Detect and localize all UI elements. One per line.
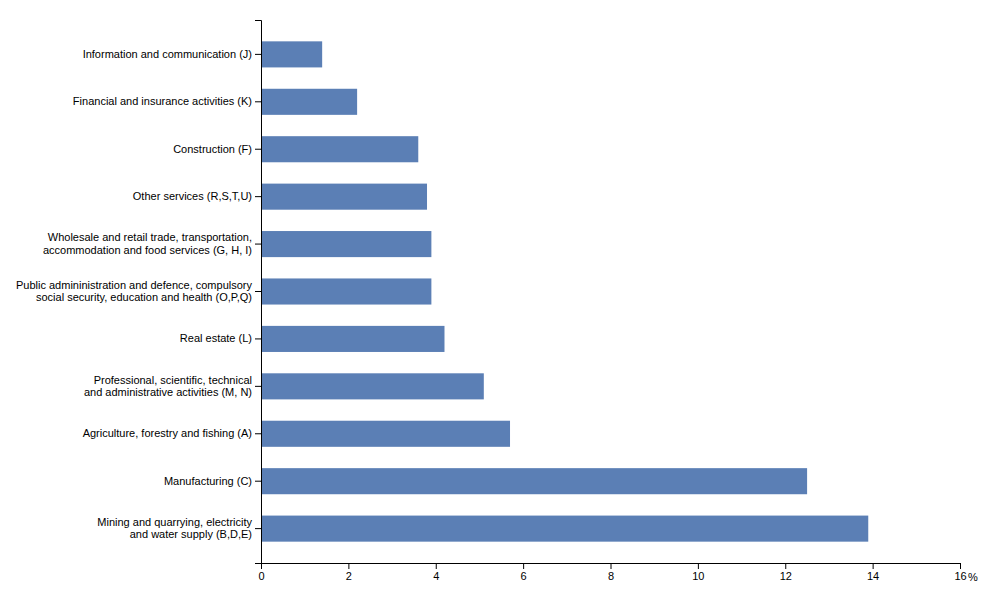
x-tick-mark [698,563,699,569]
y-tick-mark [255,291,261,292]
y-tick-label-line: Information and communication (J) [83,48,252,60]
bar [261,41,322,67]
x-tick-label: 6 [521,570,527,582]
bar [261,468,807,494]
y-tick-label: Mining and quarrying, electricityand wat… [97,516,252,541]
plot: 0 2 4 6 8 10 12 14 16 Mining and quarrying, elect… [16,21,978,584]
y-tick: Mining and quarrying, electricityand wat… [97,516,261,541]
y-tick-label-line: and administrative activities (M, N) [84,386,252,398]
y-tick-label-line: Construction (F) [173,143,252,155]
x-tick: 14 [867,563,879,582]
x-tick-label: 10 [692,570,704,582]
y-tick-mark [255,338,261,339]
bar [261,89,357,115]
y-tick-label-line: accommodation and food services (G, H, I… [43,244,252,256]
y-tick-mark [255,481,261,482]
bars [261,41,868,541]
y-tick-mark [255,196,261,197]
x-tick-label: 16 [954,570,966,582]
x-tick-mark [436,563,437,569]
y-axis-line [255,21,262,564]
x-tick-mark [348,563,349,569]
y-tick-label: Information and communication (J) [83,48,252,60]
y-tick: Public admininistration and defence, com… [16,279,261,304]
y-tick-label-line: Financial and insurance activities (K) [73,95,252,107]
y-tick: Information and communication (J) [83,48,261,60]
y-tick-label: Financial and insurance activities (K) [73,95,252,107]
y-tick-mark [255,386,261,387]
x-axis-line [262,564,961,570]
chart: 0 2 4 6 8 10 12 14 16 Mining and quarrying, elect… [0,0,1000,608]
bar [261,516,868,542]
x-axis: 0 2 4 6 8 10 12 14 16 [258,563,966,582]
y-tick-label-line: Mining and quarrying, electricity [97,516,252,528]
y-tick-mark [255,433,261,434]
y-axis: Mining and quarrying, electricityand wat… [16,21,262,564]
y-tick-label-line: Public admininistration and defence, com… [16,279,253,291]
y-tick-label: Construction (F) [173,143,252,155]
x-tick: 0 [258,563,264,582]
bar [261,278,431,304]
y-tick-label: Public admininistration and defence, com… [16,279,253,304]
y-tick: Agriculture, forestry and fishing (A) [83,427,261,439]
x-tick: 8 [608,563,614,582]
y-tick-label-line: Manufacturing (C) [164,475,252,487]
x-tick-label: 8 [608,570,614,582]
y-tick-label: Agriculture, forestry and fishing (A) [83,427,252,439]
y-tick-label-line: Real estate (L) [180,332,252,344]
x-tick-mark [523,563,524,569]
y-tick: Wholesale and retail trade, transportati… [43,231,261,256]
y-tick-label-line: and water supply (B,D,E) [130,528,252,540]
x-tick: 4 [433,563,439,582]
x-tick-label: 4 [433,570,439,582]
x-tick-mark [873,563,874,569]
x-tick-label: 12 [780,570,792,582]
y-tick-mark [255,244,261,245]
y-tick-mark [255,149,261,150]
y-tick: Construction (F) [173,143,261,155]
y-tick-label-line: Agriculture, forestry and fishing (A) [83,427,252,439]
y-tick: Professional, scientific, technicaland a… [84,374,261,399]
x-tick: 2 [346,563,352,582]
y-tick: Financial and insurance activities (K) [73,95,261,107]
y-tick-mark [255,54,261,55]
y-tick-label-line: Other services (R,S,T,U) [133,190,252,202]
x-tick-mark [960,563,961,569]
x-tick-label: 14 [867,570,879,582]
x-tick: 12 [780,563,792,582]
y-tick-label-line: social security, education and health (O… [36,291,252,303]
y-tick-label: Manufacturing (C) [164,475,252,487]
x-tick: 10 [692,563,704,582]
y-tick: Manufacturing (C) [164,475,261,487]
bar [261,421,510,447]
x-tick-label: 2 [346,570,352,582]
y-tick-mark [255,528,261,529]
y-tick-mark [255,101,261,102]
y-tick: Real estate (L) [180,332,261,344]
bar [261,326,444,352]
x-tick-mark [611,563,612,569]
y-tick-label: Other services (R,S,T,U) [133,190,252,202]
bar [261,231,431,257]
bar [261,373,484,399]
y-tick: Other services (R,S,T,U) [133,190,261,202]
x-axis-label: % [968,571,978,583]
y-tick-label: Wholesale and retail trade, transportati… [43,231,252,256]
x-tick-mark [785,563,786,569]
y-tick-label: Real estate (L) [180,332,252,344]
y-tick-label: Professional, scientific, technicaland a… [84,374,252,399]
y-tick-label-line: Wholesale and retail trade, transportati… [48,231,252,243]
bar [261,136,418,162]
x-tick: 16 [954,563,966,582]
x-tick: 6 [521,563,527,582]
x-tick-label: 0 [258,570,264,582]
bar [261,184,427,210]
y-tick-label-line: Professional, scientific, technical [94,374,252,386]
